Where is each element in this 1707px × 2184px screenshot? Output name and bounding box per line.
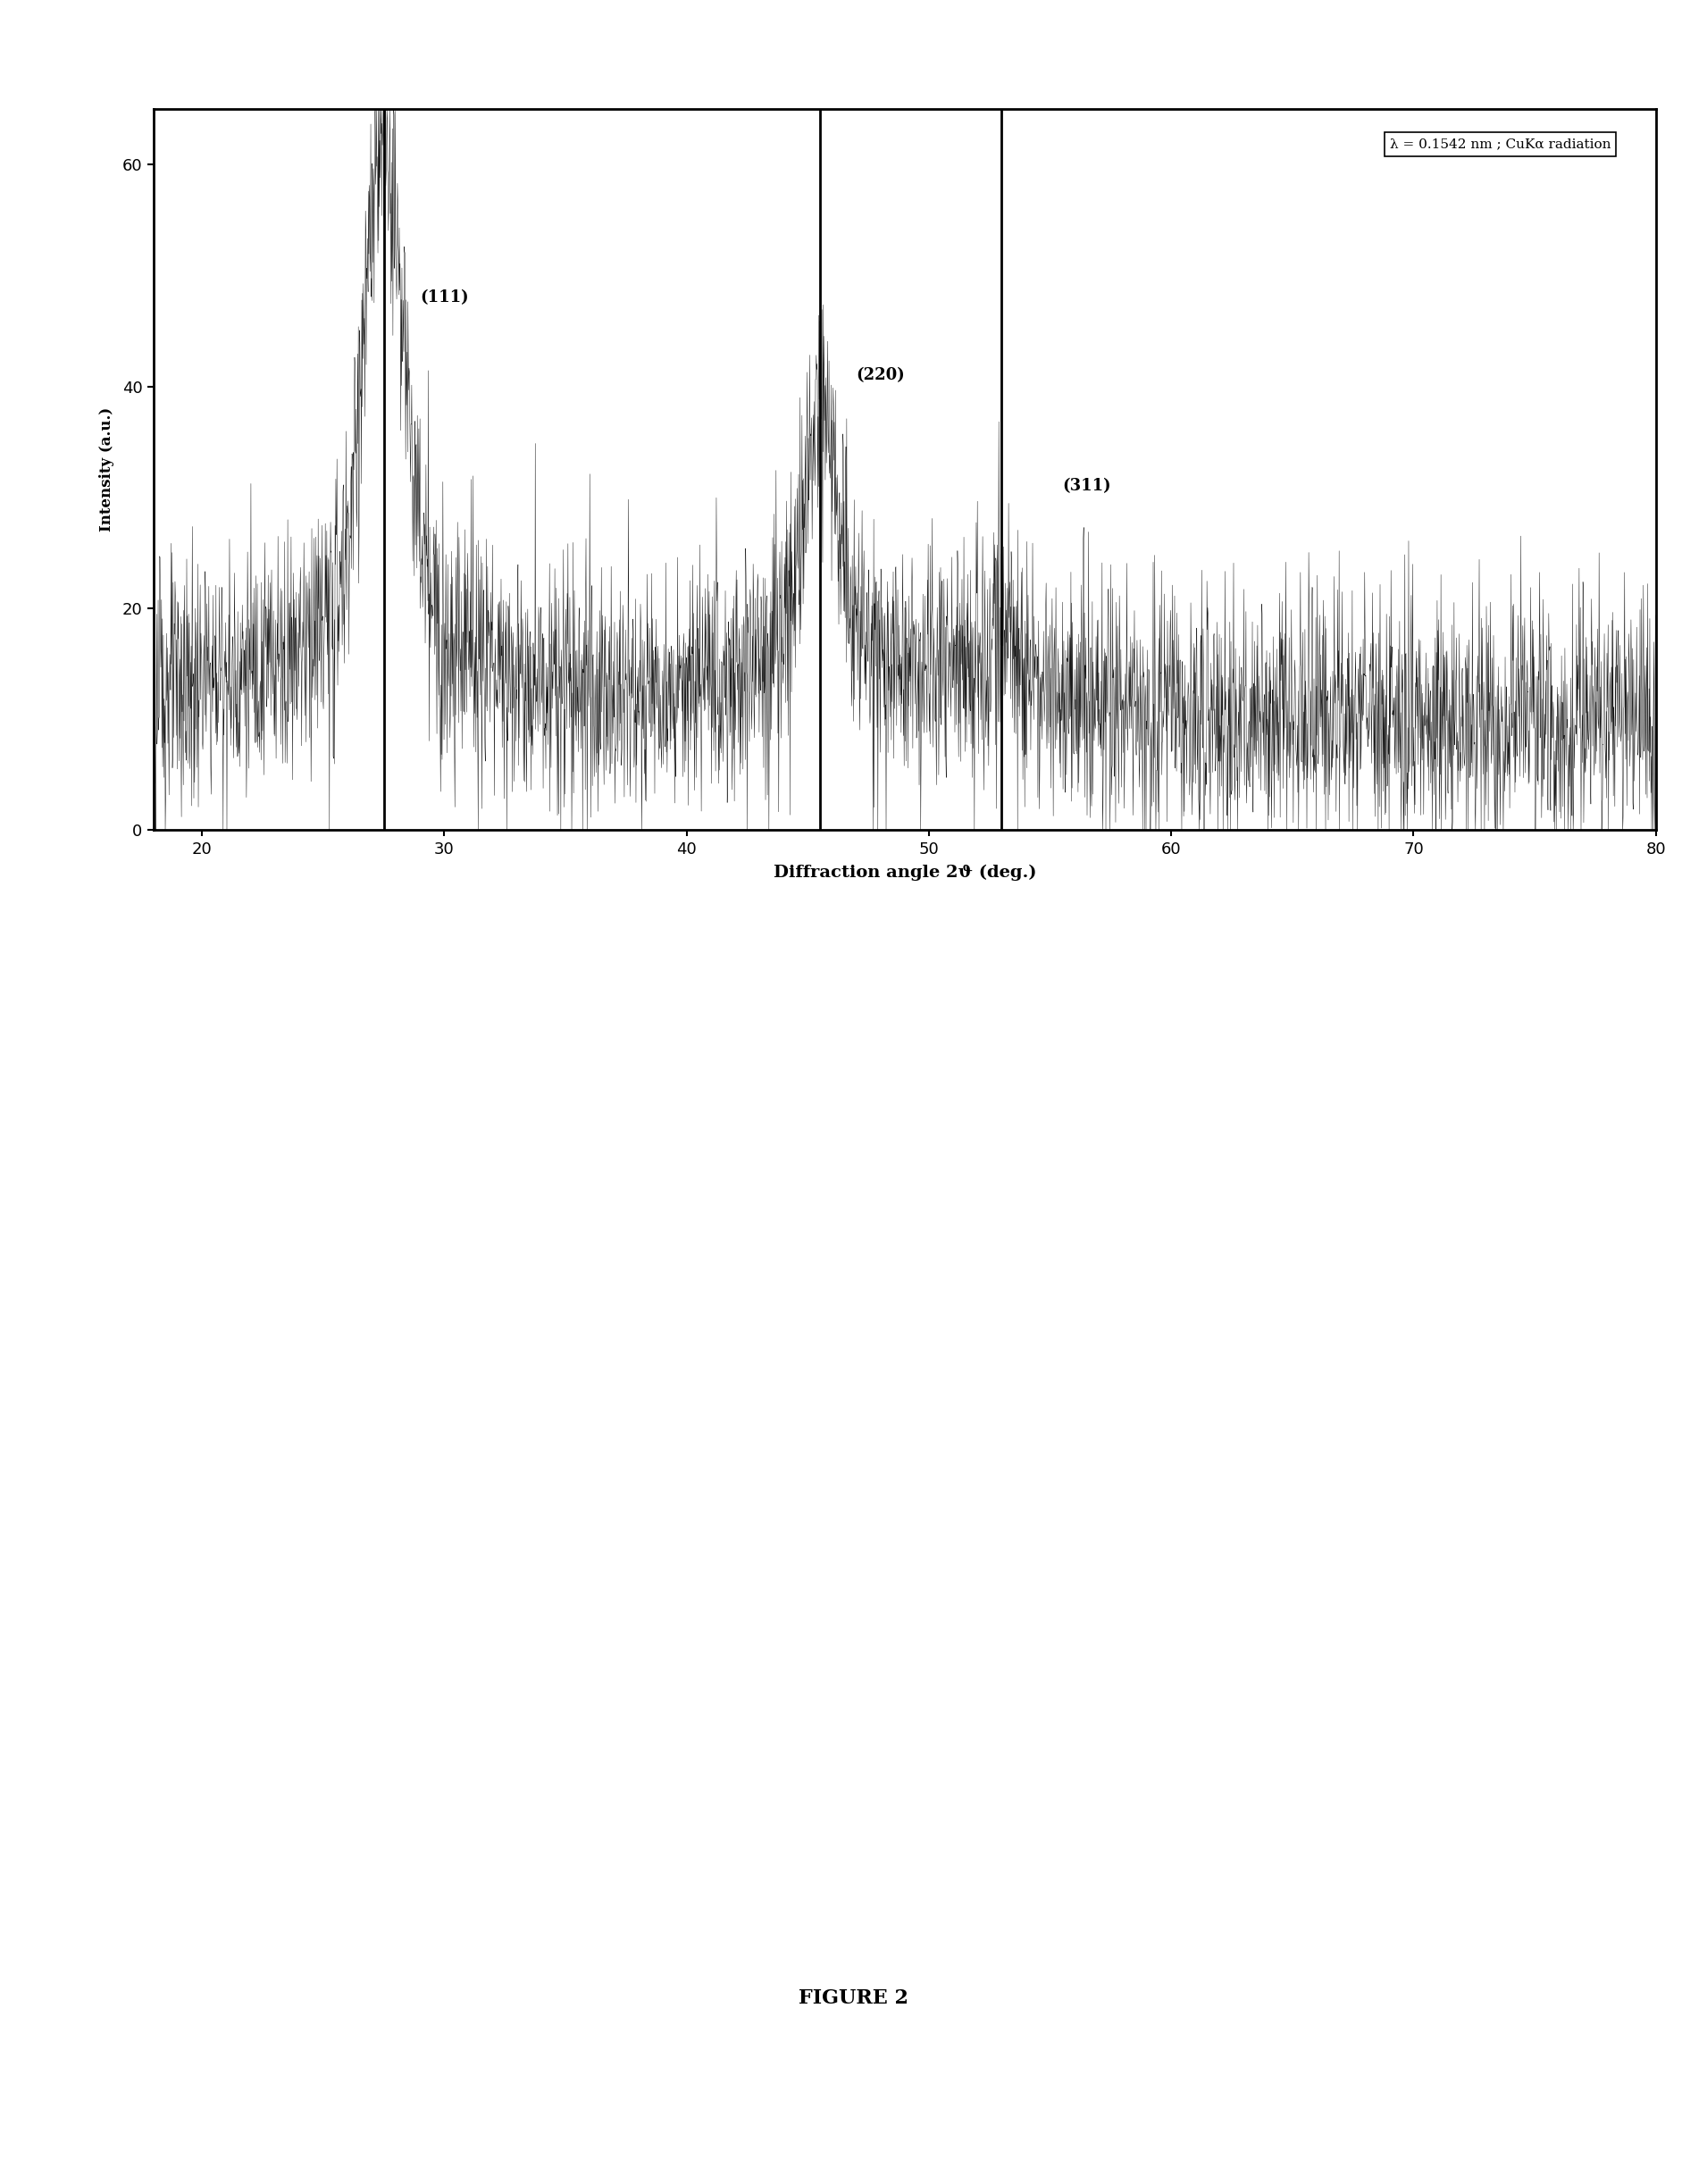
Text: (111): (111) (420, 290, 469, 306)
Text: (220): (220) (857, 367, 905, 384)
X-axis label: Diffraction angle 2ϑ (deg.): Diffraction angle 2ϑ (deg.) (773, 865, 1036, 880)
Text: FIGURE 2: FIGURE 2 (799, 1990, 908, 2007)
Text: (311): (311) (1062, 478, 1111, 494)
Y-axis label: Intensity (a.u.): Intensity (a.u.) (99, 408, 114, 531)
Text: λ = 0.1542 nm ; CuKα radiation: λ = 0.1542 nm ; CuKα radiation (1389, 138, 1611, 151)
